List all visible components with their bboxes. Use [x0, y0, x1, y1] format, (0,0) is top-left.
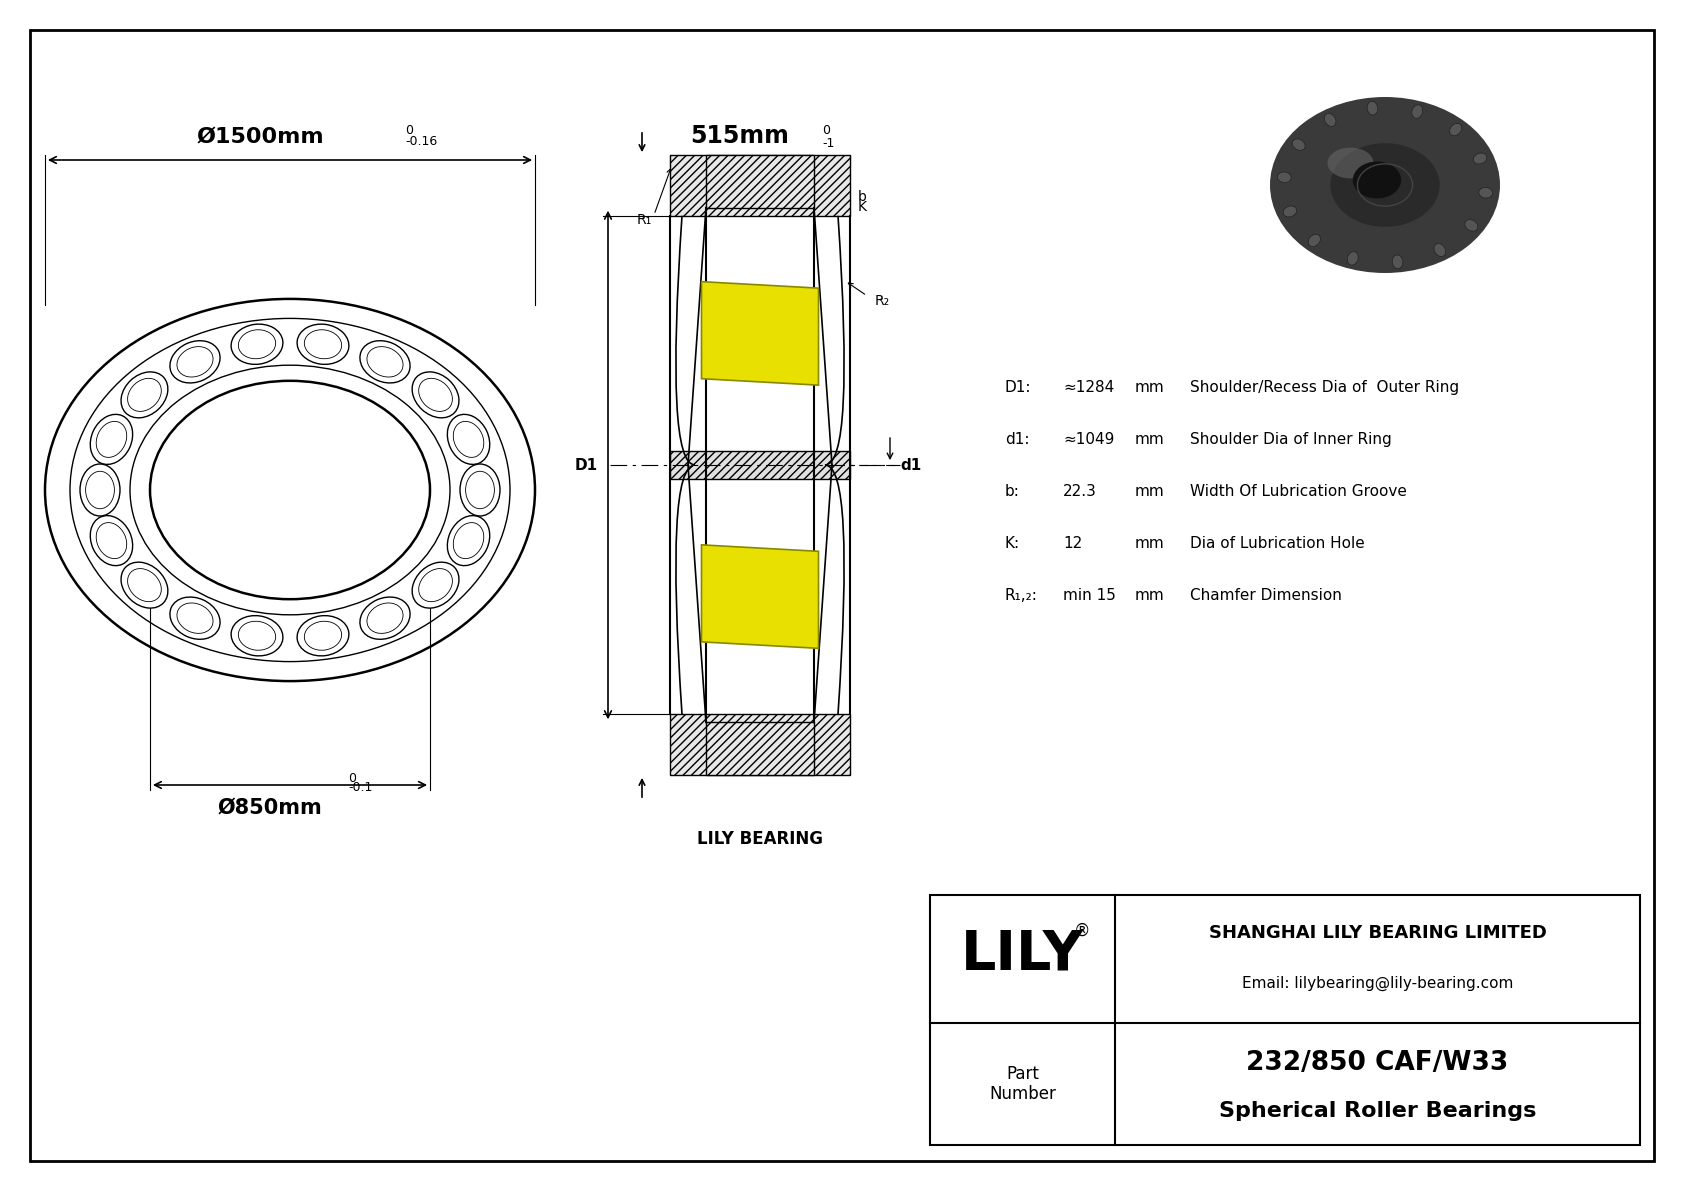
Ellipse shape	[1327, 148, 1374, 179]
Text: LILY BEARING: LILY BEARING	[697, 830, 823, 848]
Bar	[706, 155, 813, 207]
Text: mm: mm	[1135, 484, 1165, 499]
Text: 515mm: 515mm	[690, 124, 790, 148]
Ellipse shape	[231, 324, 283, 364]
Ellipse shape	[1465, 219, 1479, 231]
Text: K: K	[859, 200, 867, 214]
Ellipse shape	[1474, 152, 1487, 164]
Text: -0.16: -0.16	[404, 135, 438, 148]
Bar	[670, 715, 850, 775]
Text: b:: b:	[1005, 484, 1021, 499]
Text: mm: mm	[1135, 536, 1165, 551]
Text: D1:: D1:	[1005, 380, 1032, 395]
Ellipse shape	[1435, 244, 1445, 256]
Ellipse shape	[448, 516, 490, 566]
Ellipse shape	[91, 516, 133, 566]
Ellipse shape	[1347, 251, 1359, 266]
Text: min 15: min 15	[1063, 588, 1116, 603]
Text: d1:: d1:	[1005, 432, 1029, 447]
Bar	[670, 451, 850, 479]
Ellipse shape	[1278, 172, 1292, 182]
Ellipse shape	[360, 341, 411, 384]
Bar	[670, 155, 850, 216]
Ellipse shape	[170, 341, 221, 384]
Text: SHANGHAI LILY BEARING LIMITED: SHANGHAI LILY BEARING LIMITED	[1209, 924, 1546, 942]
Bar	[706, 723, 813, 775]
Text: K:: K:	[1005, 536, 1021, 551]
Text: mm: mm	[1135, 432, 1165, 447]
Ellipse shape	[121, 372, 168, 418]
Ellipse shape	[296, 324, 349, 364]
Ellipse shape	[121, 562, 168, 609]
Ellipse shape	[1270, 96, 1500, 273]
Ellipse shape	[1324, 113, 1335, 126]
Polygon shape	[702, 281, 818, 385]
Ellipse shape	[360, 597, 411, 640]
Polygon shape	[702, 544, 818, 648]
Text: mm: mm	[1135, 380, 1165, 395]
Ellipse shape	[231, 616, 283, 656]
Text: 0: 0	[349, 772, 355, 785]
Text: D1: D1	[574, 457, 598, 473]
Text: R₂: R₂	[876, 294, 891, 307]
Text: Part
Number: Part Number	[989, 1065, 1056, 1103]
Text: ≈1284: ≈1284	[1063, 380, 1115, 395]
Ellipse shape	[1411, 105, 1423, 118]
Ellipse shape	[1393, 255, 1403, 269]
Text: ≈1049: ≈1049	[1063, 432, 1115, 447]
Text: 22.3: 22.3	[1063, 484, 1096, 499]
Text: Width Of Lubrication Groove: Width Of Lubrication Groove	[1191, 484, 1406, 499]
Text: Ø1500mm: Ø1500mm	[197, 127, 323, 146]
Text: ®: ®	[1074, 922, 1091, 940]
Text: R₁,₂:: R₁,₂:	[1005, 588, 1037, 603]
Ellipse shape	[296, 616, 349, 656]
Ellipse shape	[413, 562, 460, 609]
Text: 0: 0	[822, 124, 830, 137]
Ellipse shape	[1479, 187, 1492, 198]
Text: -1: -1	[822, 137, 834, 150]
Ellipse shape	[170, 597, 221, 640]
Text: -0.1: -0.1	[349, 781, 372, 794]
Text: mm: mm	[1135, 588, 1165, 603]
Text: 232/850 CAF/W33: 232/850 CAF/W33	[1246, 1050, 1509, 1075]
Ellipse shape	[1450, 124, 1462, 136]
Ellipse shape	[81, 464, 120, 516]
Text: Spherical Roller Bearings: Spherical Roller Bearings	[1219, 1100, 1536, 1121]
Ellipse shape	[460, 464, 500, 516]
Text: Shoulder Dia of Inner Ring: Shoulder Dia of Inner Ring	[1191, 432, 1391, 447]
Ellipse shape	[1292, 139, 1305, 150]
Ellipse shape	[1367, 101, 1378, 116]
Text: 12: 12	[1063, 536, 1083, 551]
Ellipse shape	[1352, 162, 1401, 199]
Text: Ø850mm: Ø850mm	[217, 798, 322, 818]
Text: Dia of Lubrication Hole: Dia of Lubrication Hole	[1191, 536, 1364, 551]
Text: d1: d1	[899, 457, 921, 473]
Text: Chamfer Dimension: Chamfer Dimension	[1191, 588, 1342, 603]
Text: 0: 0	[404, 124, 413, 137]
Text: b: b	[859, 191, 867, 204]
Text: R₁: R₁	[637, 213, 652, 227]
Ellipse shape	[91, 414, 133, 464]
Ellipse shape	[1330, 143, 1440, 226]
Text: Shoulder/Recess Dia of  Outer Ring: Shoulder/Recess Dia of Outer Ring	[1191, 380, 1458, 395]
Ellipse shape	[1283, 206, 1297, 217]
Text: LILY: LILY	[962, 927, 1084, 981]
Bar	[930, 894, 1640, 1145]
Ellipse shape	[448, 414, 490, 464]
Text: Email: lilybearing@lily-bearing.com: Email: lilybearing@lily-bearing.com	[1241, 975, 1514, 991]
Ellipse shape	[1308, 235, 1320, 247]
Ellipse shape	[413, 372, 460, 418]
